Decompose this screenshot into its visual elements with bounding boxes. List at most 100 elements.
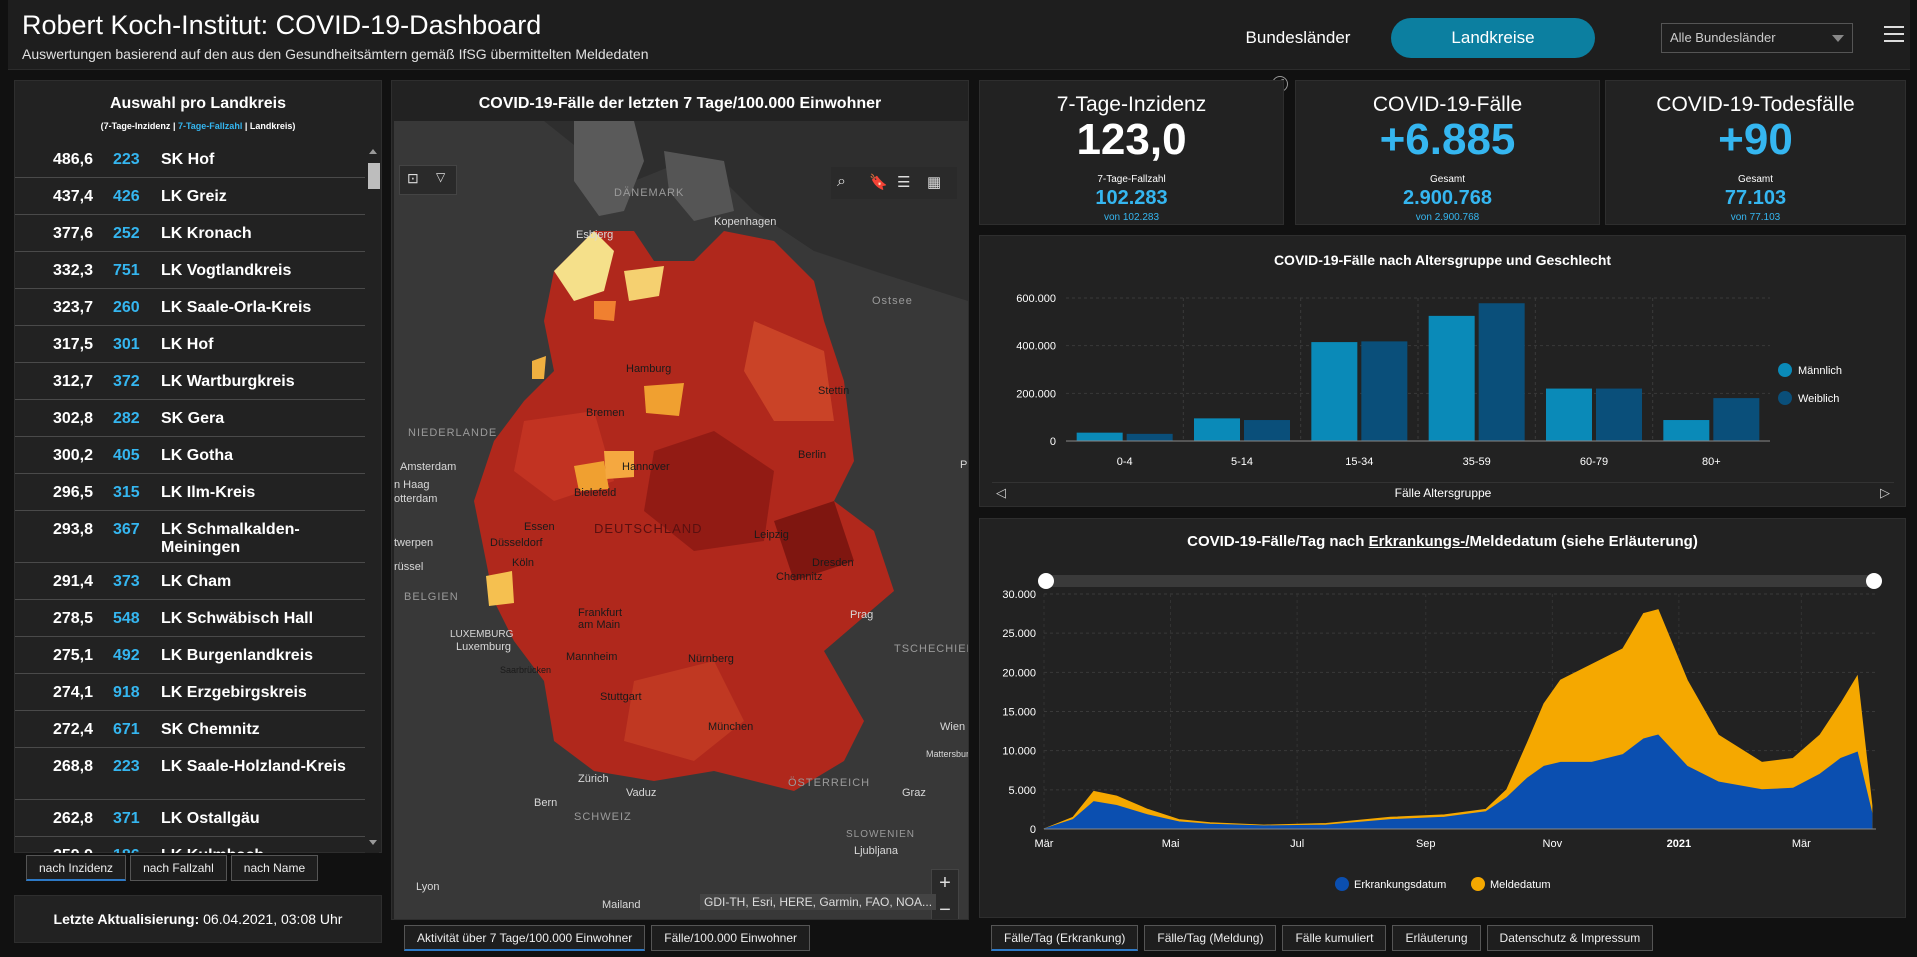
area-erkrankungsdatum xyxy=(1043,734,1873,830)
map-label-antwerpen: twerpen xyxy=(394,537,434,549)
row-fallzahl: 315 xyxy=(113,484,140,501)
map-label-lyon: Lyon xyxy=(416,881,440,893)
row-inzidenz: 291,4 xyxy=(52,573,93,590)
list-item[interactable]: 274,1 918 LK Erzgebirgskreis xyxy=(15,674,365,711)
list-item[interactable]: 262,8 371 LK Ostallgäu xyxy=(15,800,365,837)
landkreis-list[interactable]: 486,6 223 SK Hof 437,4 426 LK Greiz 377,6 252 LK… xyxy=(15,141,365,853)
row-landkreis: LK Wartburgkreis xyxy=(161,373,295,390)
tab-datenschutz[interactable]: Datenschutz & Impressum xyxy=(1486,925,1654,951)
list-item[interactable]: 268,8 223 LK Saale-Holzland-Kreis xyxy=(15,748,365,800)
chevron-right-icon[interactable]: ▷ xyxy=(1880,485,1890,500)
list-item[interactable]: 486,6 223 SK Hof xyxy=(15,141,365,178)
list-item[interactable]: 291,4 373 LK Cham xyxy=(15,563,365,600)
tab-faelle-kumuliert[interactable]: Fälle kumuliert xyxy=(1282,925,1387,951)
list-item[interactable]: 272,4 671 SK Chemnitz xyxy=(15,711,365,748)
list-item[interactable]: 323,7 260 LK Saale-Orla-Kreis xyxy=(15,289,365,326)
map-label-oesterreich: ÖSTERREICH xyxy=(788,777,871,789)
bar-männlich xyxy=(1663,420,1710,441)
legend-label: Weiblich xyxy=(1798,393,1839,405)
list-item[interactable]: 300,2 405 LK Gotha xyxy=(15,437,365,474)
scroll-thumb[interactable] xyxy=(368,163,380,189)
title-link-erkrankung[interactable]: Erkrankungs-/ xyxy=(1368,533,1470,550)
list-item[interactable]: 377,6 252 LK Kronach xyxy=(15,215,365,252)
scroll-down-icon[interactable] xyxy=(369,840,377,845)
list-item[interactable]: 302,8 282 SK Gera xyxy=(15,400,365,437)
list-item[interactable]: 275,1 492 LK Burgenlandkreis xyxy=(15,637,365,674)
bundesland-select[interactable]: Alle Bundesländer xyxy=(1661,23,1853,53)
map-label-stettin: Stettin xyxy=(818,385,850,397)
list-item[interactable]: 293,8 367 LK Schmalkalden-Meiningen xyxy=(15,511,365,563)
legend-label: Erkrankungsdatum xyxy=(1354,879,1446,891)
map-label-essen: Essen xyxy=(524,521,555,533)
legend-dot xyxy=(1778,391,1792,405)
tab-aktivitaet[interactable]: Aktivität über 7 Tage/100.000 Einwohner xyxy=(404,925,646,951)
legend-dot xyxy=(1778,363,1792,377)
zoom-in-icon[interactable]: + xyxy=(939,872,951,894)
list-icon[interactable]: ☰ xyxy=(897,174,911,191)
row-inzidenz: 278,5 xyxy=(52,610,93,627)
row-landkreis: LK Gotha xyxy=(161,447,233,464)
landkreis-list-panel: Auswahl pro Landkreis (7-Tage-Inzidenz |… xyxy=(14,80,382,853)
map-label-daenemark: DÄNEMARK xyxy=(614,187,685,199)
map-label-muenchen: München xyxy=(708,721,754,733)
list-scrollbar[interactable] xyxy=(365,141,380,853)
age-chart: 0 200.000 400.000 600.000 0-4 5-14 15-34 35-59 6… xyxy=(1016,293,1842,468)
y-tick-label: 0 xyxy=(1050,436,1056,448)
bundeslaender-button[interactable]: Bundesländer xyxy=(1245,28,1351,47)
map-layers-icon[interactable]: ⊡ xyxy=(407,170,419,186)
row-landkreis: LK Ostallgäu xyxy=(161,810,260,827)
row-landkreis: LK Ilm-Kreis xyxy=(161,484,256,501)
row-landkreis: LK Kronach xyxy=(161,225,252,242)
row-landkreis: LK Vogtlandkreis xyxy=(161,262,292,279)
list-item[interactable]: 278,5 548 LK Schwäbisch Hall xyxy=(15,600,365,637)
basemap-gallery-icon[interactable]: ▦ xyxy=(927,174,942,191)
scroll-up-icon[interactable] xyxy=(369,149,377,154)
x-tick-label: 35-59 xyxy=(1463,456,1491,468)
map-canvas[interactable]: ⊡ ▽ ⌕ 🔖 ☰ ▦ DÄNEMARK Kopenhagen Esbjerg … xyxy=(394,121,968,919)
row-inzidenz: 377,6 xyxy=(52,225,93,242)
list-item[interactable]: 437,4 426 LK Greiz xyxy=(15,178,365,215)
time-chart: 0 5.000 10.000 15.000 20.000 25.000 30.000 Mär M… xyxy=(1002,573,1882,891)
kpi-value: 123,0 xyxy=(1076,115,1187,164)
tab-sort-inzidenz[interactable]: nach Inzidenz xyxy=(26,855,127,881)
list-item[interactable]: 296,5 315 LK Ilm-Kreis xyxy=(15,474,365,511)
landkreise-button[interactable]: Landkreise xyxy=(1391,18,1595,58)
row-inzidenz: 323,7 xyxy=(52,299,93,316)
list-item[interactable]: 317,5 301 LK Hof xyxy=(15,326,365,363)
map-attribution[interactable]: GDI-TH, Esri, HERE, Garmin, FAO, NOA... xyxy=(700,894,937,910)
map-title: COVID-19-Fälle der letzten 7 Tage/100.00… xyxy=(478,95,882,112)
tab-faelle-tag-erkrankung[interactable]: Fälle/Tag (Erkrankung) xyxy=(991,925,1139,951)
search-icon[interactable]: ⌕ xyxy=(837,173,846,190)
x-tick-label: 15-34 xyxy=(1345,456,1373,468)
kpi-faelle: COVID-19-Fälle +6.885 Gesamt 2.900.768 v… xyxy=(1295,80,1600,225)
kpi-sub-total: von 2.900.768 xyxy=(1415,212,1480,223)
menu-icon[interactable] xyxy=(1884,26,1904,44)
bar-weiblich xyxy=(1361,341,1408,441)
kpi-inzidenz: 7-Tage-Inzidenz 123,0 7-Tage-Fallzahl 10… xyxy=(979,80,1284,225)
tab-sort-fallzahl[interactable]: nach Fallzahl xyxy=(130,855,227,881)
list-item[interactable]: 259,9 186LK Kulmbach xyxy=(15,837,365,853)
map-label-dresden: Dresden xyxy=(812,557,854,569)
map-label-p: P xyxy=(960,459,968,471)
list-item[interactable]: 312,7 372 LK Wartburgkreis xyxy=(15,363,365,400)
tab-faelle-pro-einwohner[interactable]: Fälle/100.000 Einwohner xyxy=(651,925,811,951)
chevron-left-icon[interactable]: ◁ xyxy=(996,485,1006,500)
chevron-down-icon[interactable]: ▽ xyxy=(436,170,446,184)
bar-männlich xyxy=(1311,342,1358,441)
row-landkreis: LK Erzgebirgskreis xyxy=(161,684,307,701)
tab-sort-name[interactable]: nach Name xyxy=(230,855,319,881)
bookmark-icon[interactable]: 🔖 xyxy=(869,174,888,191)
map-label-luxemburg: Luxemburg xyxy=(456,641,512,653)
tab-erlaeuterung[interactable]: Erläuterung xyxy=(1392,925,1481,951)
zoom-out-icon[interactable]: − xyxy=(939,899,951,919)
kpi-sub-value: 102.283 xyxy=(1095,187,1168,209)
kpi-value: +90 xyxy=(1718,115,1793,164)
kpi-sub-total: von 77.103 xyxy=(1730,212,1781,223)
update-value: 06.04.2021, 03:08 Uhr xyxy=(203,911,343,927)
tab-faelle-tag-meldung[interactable]: Fälle/Tag (Meldung) xyxy=(1144,925,1277,951)
list-item[interactable]: 332,3 751 LK Vogtlandkreis xyxy=(15,252,365,289)
map-label-ostsee: Ostsee xyxy=(872,295,913,307)
map-layer-toggle[interactable]: ⊡ ▽ xyxy=(399,165,457,195)
x-tick-label: 5-14 xyxy=(1231,456,1253,468)
row-landkreis: LK Cham xyxy=(161,573,232,590)
